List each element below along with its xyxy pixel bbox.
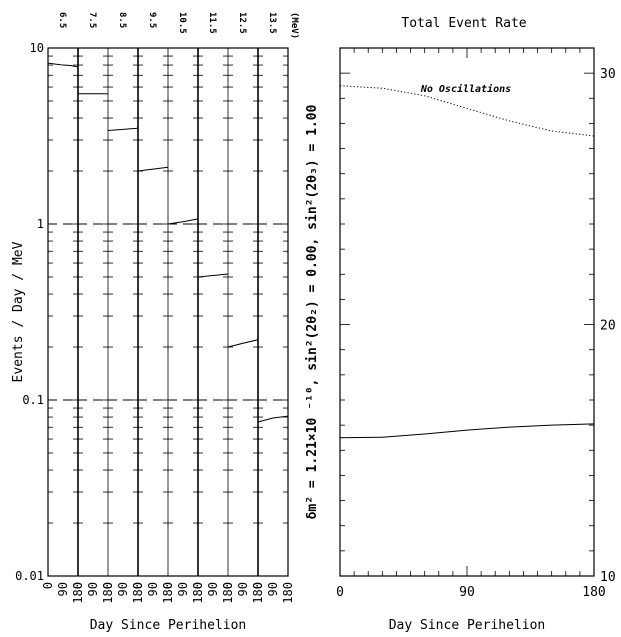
right-series-group: [339, 85, 595, 439]
left-x-tick-label: 0: [221, 582, 235, 589]
left-x-tick-label: 180: [191, 582, 205, 604]
energy-label-11.5: 11.5: [207, 12, 217, 34]
right-chart-title: Total Event Rate: [401, 16, 526, 31]
left-x-tick-label: 90: [56, 582, 70, 596]
left-x-tick-label: 90: [266, 582, 280, 596]
right-x-axis-label: Day Since Perihelion: [389, 618, 546, 633]
bin-curve-13.5: [257, 415, 289, 423]
left-x-axis-label: Day Since Perihelion: [90, 618, 247, 633]
left-x-tick-label: 180: [71, 582, 85, 604]
right-x-tick-label: 0: [336, 585, 344, 600]
right-y-tick-label: 10: [600, 570, 616, 585]
left-x-tick-label: 90: [146, 582, 160, 596]
left-series-group: [47, 62, 289, 423]
left-x-tick-label: 90: [176, 582, 190, 596]
right-x-ticks: 0 90 180: [336, 48, 606, 600]
left-y-ticks: 10 1 0.1 0.01: [15, 41, 288, 583]
energy-label-8.5: 8.5: [117, 12, 127, 28]
left-y-axis-label: Events / Day / MeV: [11, 241, 26, 382]
left-x-tick-label: 180: [101, 582, 115, 604]
left-x-tick-label: 180: [251, 582, 265, 604]
no-oscillations-curve: [339, 85, 595, 137]
bin-curve-8.5: [107, 127, 139, 131]
left-x-tick-label: 90: [236, 582, 250, 596]
left-y-tick-label: 10: [30, 41, 44, 55]
left-x-tick-label: 0: [161, 582, 175, 589]
bin-curve-11.5: [197, 273, 229, 278]
right-y-tick-label: 20: [600, 319, 616, 334]
right-x-tick-label: 180: [582, 585, 605, 600]
bin-curve-9.5: [137, 166, 169, 172]
left-x-tick-label: 90: [116, 582, 130, 596]
left-x-tick-label: 0: [251, 582, 265, 589]
left-x-tick-label: 180: [131, 582, 145, 604]
bin-curve-10.5: [167, 218, 199, 225]
energy-label-7.5: 7.5: [87, 12, 97, 28]
left-y-tick-label: 1: [37, 217, 44, 231]
energy-label-6.5: 6.5: [57, 12, 67, 28]
left-x-tick-label: 90: [206, 582, 220, 596]
left-x-tick-label: 0: [191, 582, 205, 589]
left-x-tick-label: 180: [221, 582, 235, 604]
oscillation-parameters-label: δm² = 1.21×10 ⁻¹⁰, sin²(2θ₂) = 0.00, sin…: [305, 104, 320, 519]
left-x-tick-label: 0: [71, 582, 85, 589]
bin-curve-6.5: [47, 62, 79, 68]
left-x-tick-label: 0: [101, 582, 115, 589]
left-y-tick-label: 0.1: [22, 393, 44, 407]
energy-label-13.5: 13.5: [267, 12, 277, 34]
oscillation-curve: [339, 423, 595, 439]
right-y-ticks: 30 20 10: [340, 47, 616, 585]
left-energy-labels: 6.5 7.5 8.5 9.5 10.5 11.5 12.5 13.5: [57, 12, 277, 34]
energy-label-12.5: 12.5: [237, 12, 247, 34]
left-y-tick-label: 0.01: [15, 569, 44, 583]
left-x-tick-label: 180: [281, 582, 295, 604]
right-panel: Total Event Rate 30 20 10 0 90 180 No Oscill…: [336, 16, 616, 633]
left-x-tick-label: 0: [41, 582, 55, 589]
right-x-tick-label: 90: [459, 585, 475, 600]
left-bin-dividers: [77, 48, 259, 576]
bin-curve-12.5: [227, 339, 259, 348]
energy-unit-label: (MeV): [289, 12, 299, 39]
energy-label-10.5: 10.5: [177, 12, 187, 34]
left-x-tick-label: 90: [86, 582, 100, 596]
left-x-tick-label: 0: [131, 582, 145, 589]
no-oscillations-label: No Oscillations: [420, 83, 511, 95]
left-x-tick-label: 180: [161, 582, 175, 604]
right-y-tick-label: 30: [600, 67, 616, 82]
right-plot-frame: [339, 47, 595, 577]
energy-label-9.5: 9.5: [147, 12, 157, 28]
